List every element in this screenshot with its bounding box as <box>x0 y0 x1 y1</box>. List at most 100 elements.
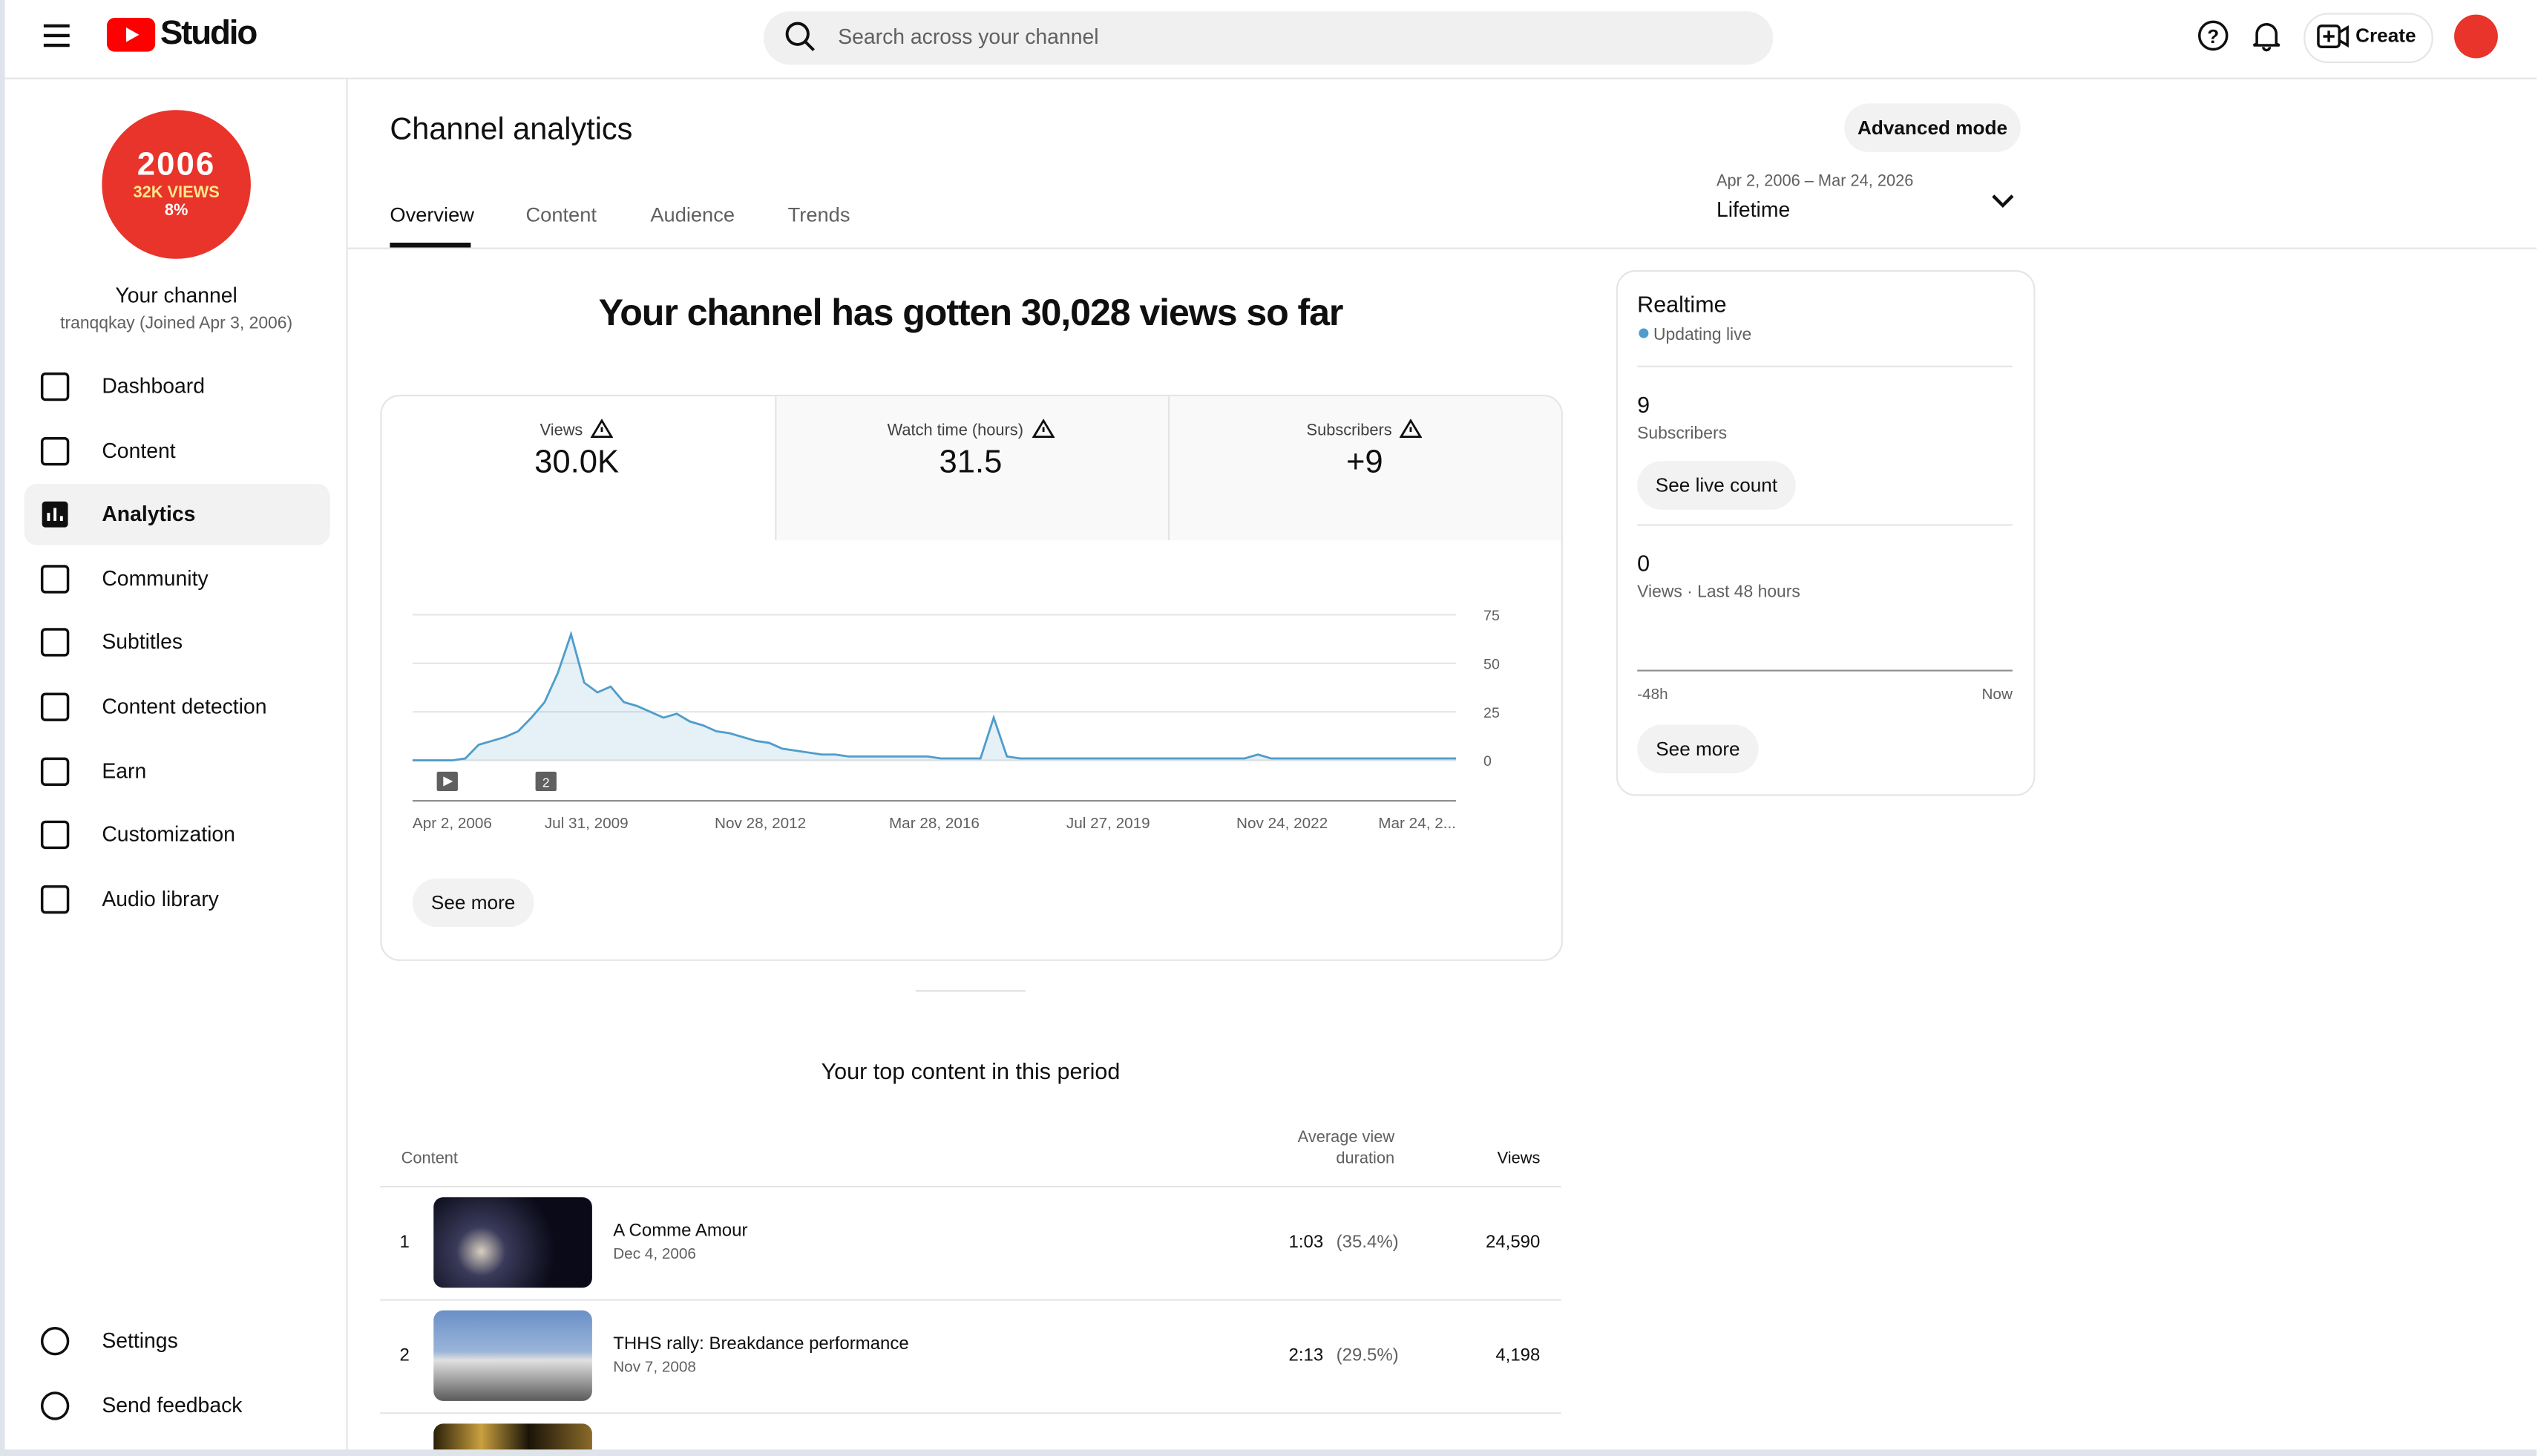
marker-count: 2 <box>542 775 550 790</box>
views: 4,198 <box>1495 1345 1541 1365</box>
channel-avatar[interactable]: 2006 32K VIEWS 8% <box>102 110 251 259</box>
nav-icon <box>40 372 70 401</box>
create-icon <box>2317 24 2349 48</box>
views-value: 0 <box>1637 550 1650 577</box>
see-more-button[interactable]: See more <box>412 878 534 928</box>
nav-item[interactable]: Content <box>24 420 330 482</box>
search-placeholder: Search across your channel <box>838 24 1099 49</box>
play-glyph <box>443 776 453 787</box>
metric-name: Subscribers <box>1306 422 1392 440</box>
nav-item[interactable]: Earn <box>24 741 330 802</box>
nav-label: Audio library <box>102 886 219 911</box>
tab[interactable]: Content <box>525 203 597 227</box>
period-dropdown[interactable] <box>1990 191 2016 210</box>
metric-label[interactable]: Views <box>380 419 773 440</box>
nav-icon <box>40 436 70 465</box>
nav-item[interactable]: Customization <box>24 804 330 866</box>
nav-icon <box>40 885 70 914</box>
metric-value: 31.5 <box>939 445 1003 481</box>
tabs-divider <box>347 247 2537 249</box>
nav-label: Customization <box>102 822 235 847</box>
video-title[interactable]: THHS rally: Breakdance performance <box>613 1334 909 1354</box>
nav-label: Community <box>102 565 209 591</box>
help-icon[interactable]: ? <box>2197 19 2229 52</box>
tab[interactable]: Overview <box>390 203 474 227</box>
row-rank: 1 <box>399 1233 410 1253</box>
nav-item[interactable]: Settings <box>24 1311 330 1372</box>
avg-duration-pct: (35.4%) <box>1336 1233 1399 1253</box>
axis-start: -48h <box>1637 686 1668 704</box>
metric-value: +9 <box>1345 445 1383 481</box>
realtime-axis <box>1637 669 2013 672</box>
top-content-title: Your top content in this period <box>821 1057 1121 1084</box>
youtube-logo[interactable] <box>106 17 156 52</box>
nav-label: Content <box>102 437 176 462</box>
advanced-mode-button[interactable]: Advanced mode <box>1844 103 2021 152</box>
column-header: Average view duration <box>1297 1129 1395 1168</box>
avg-duration: 1:03 <box>1288 1233 1324 1253</box>
account-avatar[interactable] <box>2454 14 2498 59</box>
window-edge <box>0 1449 2537 1456</box>
menu-button[interactable] <box>42 23 71 49</box>
sidebar-divider <box>346 79 348 1456</box>
video-date: Dec 4, 2006 <box>613 1245 696 1264</box>
nav-item[interactable]: Send feedback <box>24 1375 330 1437</box>
avatar-views: 32K VIEWS <box>133 184 220 203</box>
nav-item[interactable]: Analytics <box>24 484 330 546</box>
row-rank: 2 <box>399 1345 410 1365</box>
nav-item[interactable]: Content detection <box>24 676 330 738</box>
create-label: Create <box>2355 24 2416 47</box>
y-tick-label: 50 <box>1483 656 1500 672</box>
metric-label[interactable]: Watch time (hours) <box>774 419 1167 440</box>
nav-item[interactable]: Audio library <box>24 868 330 930</box>
channel-title: Your channel <box>115 283 237 308</box>
logo-text: Studio <box>160 14 258 52</box>
views-chart: 0 25 50 75 2 Apr 2, 2006 Jul 31, 2009 Nov 28, 2… <box>412 608 1500 832</box>
metric-divider <box>1167 396 1170 541</box>
live-dot <box>1639 328 1649 338</box>
search-box[interactable] <box>763 11 1774 65</box>
subs-value: 9 <box>1637 391 1650 418</box>
warning-icon <box>1400 419 1423 439</box>
metric-label[interactable]: Subscribers <box>1168 419 1561 440</box>
nav-item[interactable]: Community <box>24 548 330 610</box>
views: 24,590 <box>1485 1233 1541 1253</box>
warning-icon <box>1031 419 1055 439</box>
avg-duration: 2:13 <box>1288 1345 1324 1365</box>
period[interactable]: Lifetime <box>1716 197 1791 222</box>
create-button[interactable] <box>2303 13 2433 64</box>
nav-item[interactable]: Dashboard <box>24 356 330 418</box>
nav-label: Settings <box>102 1328 178 1353</box>
notifications-icon[interactable] <box>2252 19 2281 52</box>
tab[interactable]: Trends <box>787 203 850 227</box>
video-title[interactable]: A Comme Amour <box>613 1221 748 1242</box>
x-tick-label: Nov 24, 2022 <box>1236 815 1328 832</box>
realtime-card <box>1616 270 2036 796</box>
views-area <box>412 634 1456 761</box>
nav-icon <box>40 692 70 721</box>
top-bar <box>0 0 2537 79</box>
nav-label: Analytics <box>102 502 196 526</box>
warning-icon <box>590 419 614 439</box>
x-tick-label: Mar 28, 2016 <box>889 815 980 832</box>
x-tick-label: Jul 27, 2019 <box>1066 815 1150 832</box>
see-live-count-button[interactable]: See live count <box>1637 461 1796 510</box>
divider <box>1637 365 2013 367</box>
nav-icon <box>40 1327 70 1356</box>
nav-label: Content detection <box>102 694 267 718</box>
see-more-button[interactable]: See more <box>1637 724 1759 774</box>
tab[interactable]: Audience <box>650 203 735 227</box>
video-marker[interactable] <box>535 771 557 792</box>
nav-item[interactable]: Subtitles <box>24 612 330 674</box>
video-thumbnail[interactable] <box>433 1310 592 1401</box>
video-thumbnail[interactable] <box>433 1197 592 1288</box>
y-tick-label: 75 <box>1483 608 1500 624</box>
window-edge <box>0 0 5 1456</box>
nav-icon <box>40 756 70 786</box>
nav-icon <box>40 1391 70 1420</box>
avatar-pct: 8% <box>164 202 188 220</box>
row-divider <box>380 1412 1561 1414</box>
nav-label: Subtitles <box>102 629 183 655</box>
y-tick-label: 25 <box>1483 705 1500 721</box>
